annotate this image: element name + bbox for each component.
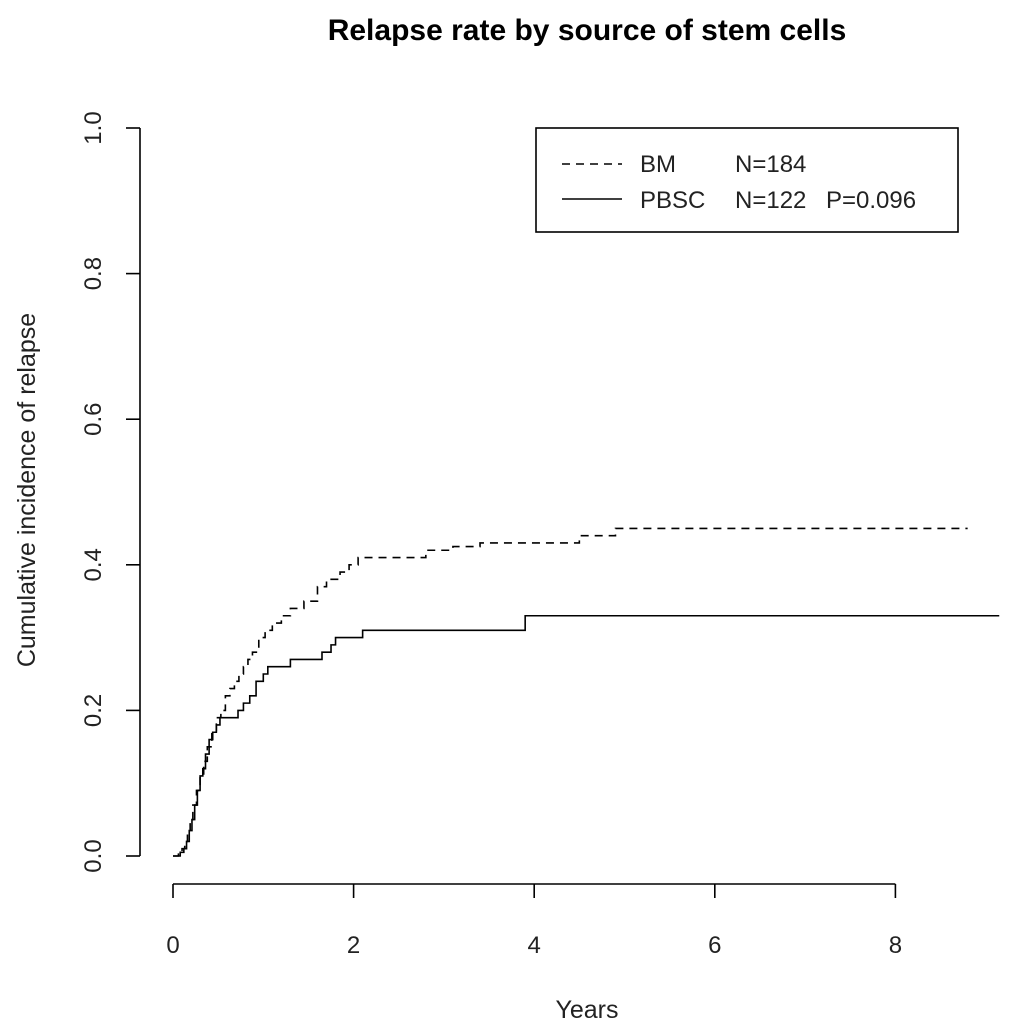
x-tick-label: 0 <box>166 932 179 959</box>
x-tick-label: 6 <box>708 932 721 959</box>
y-tick-label: 0.8 <box>80 257 107 290</box>
series-line-pbsc <box>173 614 1000 857</box>
y-ticks: 0.0 0.2 0.4 0.6 0.8 1.0 <box>80 111 140 873</box>
axes: 0.0 0.2 0.4 0.6 0.8 1.0 0 2 4 6 8 <box>80 111 902 959</box>
series-group <box>173 527 1000 857</box>
y-axis-title: Cumulative incidence of relapse <box>13 313 41 667</box>
x-tick-label: 4 <box>528 932 541 959</box>
chart-title: Relapse rate by source of stem cells <box>328 14 847 47</box>
y-tick-label: 0.0 <box>80 839 107 872</box>
y-tick-label: 0.2 <box>80 694 107 727</box>
legend-p-value: P=0.096 <box>826 187 916 214</box>
y-tick-label: 1.0 <box>80 111 107 144</box>
x-axis-title: Years <box>555 996 618 1024</box>
y-tick-label: 0.6 <box>80 403 107 436</box>
legend: BM N=184 PBSC N=122 P=0.096 <box>535 127 959 233</box>
x-tick-label: 2 <box>347 932 360 959</box>
x-ticks: 0 2 4 6 8 <box>166 884 902 959</box>
legend-n-pbsc: N=122 <box>735 187 806 214</box>
legend-box <box>535 127 959 233</box>
y-tick-label: 0.4 <box>80 548 107 581</box>
x-tick-label: 8 <box>889 932 902 959</box>
series-line-bm <box>173 527 968 857</box>
legend-label-bm: BM <box>640 151 676 178</box>
legend-label-pbsc: PBSC <box>640 187 705 214</box>
legend-n-bm: N=184 <box>735 151 806 178</box>
